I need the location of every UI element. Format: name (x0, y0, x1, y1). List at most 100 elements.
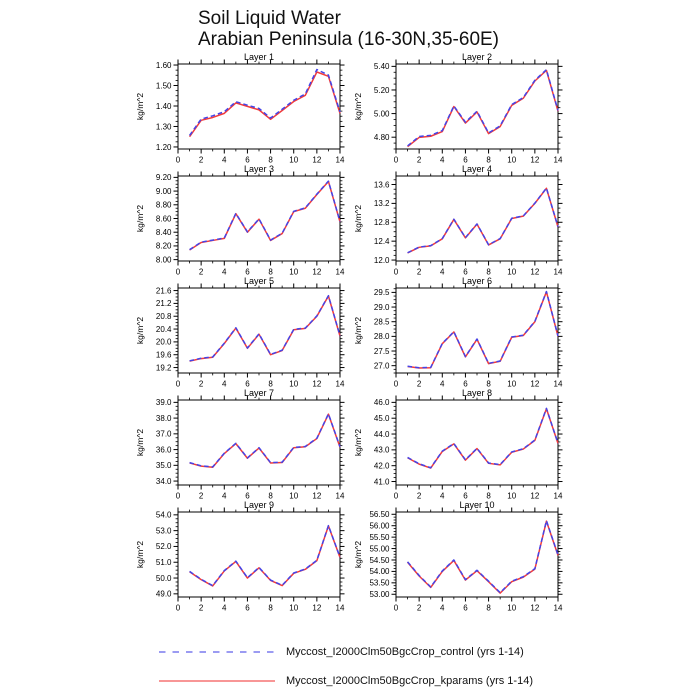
x-tick-label: 4 (440, 604, 445, 613)
y-tick-label: 28.5 (374, 318, 390, 327)
x-tick-label: 2 (417, 492, 422, 501)
panel-layer-2: Layer 2 kg/m^2 4.80 5.00 5.20 5.40 0 2 4 6 8 10 12 14 (353, 52, 563, 165)
panel-title: Layer 7 (244, 388, 274, 398)
panel-title: Layer 1 (244, 52, 274, 62)
x-tick-label: 14 (554, 268, 563, 277)
x-tick-label: 4 (222, 268, 227, 277)
series-line-kparams (189, 413, 341, 468)
x-tick-label: 14 (554, 156, 563, 165)
y-tick-label: 8.20 (156, 242, 172, 251)
y-tick-label: 1.30 (156, 122, 172, 131)
y-tick-label: 9.20 (156, 173, 172, 182)
x-tick-label: 0 (176, 492, 181, 501)
y-tick-label: 9.00 (156, 187, 172, 196)
y-tick-label: 54.00 (369, 567, 390, 576)
x-tick-label: 12 (530, 492, 539, 501)
plot-frame (395, 175, 559, 262)
y-tick-label: 8.60 (156, 214, 172, 223)
y-tick-label: 13.2 (374, 199, 390, 208)
x-tick-label: 8 (268, 492, 273, 501)
series-line-kparams (407, 407, 559, 469)
y-tick-label: 54.0 (156, 511, 172, 520)
y-tick-label: 42.0 (374, 461, 390, 470)
x-tick-label: 12 (312, 380, 321, 389)
y-tick-label: 51.0 (156, 558, 172, 567)
x-tick-label: 6 (245, 380, 250, 389)
x-tick-label: 12 (530, 380, 539, 389)
series-line-control (189, 524, 341, 587)
x-tick-label: 4 (222, 492, 227, 501)
x-tick-label: 10 (289, 268, 298, 277)
x-tick-label: 2 (199, 492, 204, 501)
x-tick-label: 8 (486, 156, 491, 165)
x-tick-label: 10 (507, 492, 516, 501)
series-line-kparams (407, 291, 559, 369)
y-axis-label: kg/m^2 (353, 429, 363, 456)
panel-title: Layer 5 (244, 276, 274, 286)
series-line-kparams (189, 295, 341, 362)
plot-header: Soil Liquid Water Arabian Peninsula (16-… (198, 8, 700, 50)
y-tick-label: 20.4 (156, 325, 172, 334)
series-line-control (407, 407, 559, 469)
y-tick-label: 55.50 (369, 533, 390, 542)
plot-frame (395, 511, 559, 598)
x-tick-label: 2 (417, 268, 422, 277)
x-tick-label: 4 (222, 380, 227, 389)
y-axis-label: kg/m^2 (135, 93, 145, 120)
x-tick-label: 6 (245, 604, 250, 613)
x-tick-label: 6 (245, 268, 250, 277)
x-tick-label: 14 (336, 268, 345, 277)
y-tick-label: 41.0 (374, 477, 390, 486)
y-tick-label: 8.00 (156, 255, 172, 264)
y-tick-label: 5.20 (374, 86, 390, 95)
x-tick-label: 10 (507, 380, 516, 389)
x-tick-label: 10 (507, 156, 516, 165)
y-tick-label: 1.50 (156, 81, 172, 90)
panel-title: Layer 3 (244, 164, 274, 174)
x-tick-label: 4 (440, 380, 445, 389)
x-tick-label: 10 (289, 380, 298, 389)
x-tick-label: 2 (417, 380, 422, 389)
legend-label-control: Myccost_I2000Clm50BgcCrop_control (yrs 1… (286, 646, 524, 658)
x-tick-label: 0 (394, 380, 399, 389)
legend-item-control: Myccost_I2000Clm50BgcCrop_control (yrs 1… (158, 646, 700, 658)
legend-item-kparams: Myccost_I2000Clm50BgcCrop_kparams (yrs 1… (158, 675, 700, 687)
y-tick-label: 35.0 (156, 461, 172, 470)
x-tick-label: 0 (176, 156, 181, 165)
x-tick-label: 0 (394, 268, 399, 277)
y-tick-label: 45.0 (374, 414, 390, 423)
y-tick-label: 53.00 (369, 590, 390, 599)
series-line-control (188, 68, 341, 136)
plot-frame (177, 511, 341, 598)
plot-frame (177, 63, 341, 150)
x-tick-label: 14 (554, 492, 563, 501)
panel-title: Layer 4 (462, 164, 492, 174)
y-axis-label: kg/m^2 (353, 317, 363, 344)
x-tick-label: 10 (507, 604, 516, 613)
x-tick-label: 2 (199, 156, 204, 165)
x-tick-label: 2 (199, 268, 204, 277)
chart-title: Soil Liquid Water (198, 8, 341, 29)
panel-layer-6: Layer 6 kg/m^2 27.0 27.5 28.0 28.5 29.0 29.5 0 2 4… (353, 276, 563, 389)
y-tick-label: 8.40 (156, 228, 172, 237)
solid-line-swatch (159, 680, 275, 682)
panel-title: Layer 8 (462, 388, 492, 398)
y-tick-label: 13.6 (374, 180, 390, 189)
legend: Myccost_I2000Clm50BgcCrop_control (yrs 1… (158, 646, 700, 687)
x-tick-label: 12 (530, 268, 539, 277)
y-tick-label: 21.6 (156, 286, 172, 295)
panel-layer-4: Layer 4 kg/m^2 12.0 12.4 12.8 13.2 13.6 0 2 4 6 8 10… (353, 164, 563, 277)
y-tick-label: 21.2 (156, 299, 172, 308)
panels-grid: Layer 1 kg/m^2 1.20 1.30 1.40 1.50 1.60 0 2 4 6 8 10… (134, 52, 570, 612)
x-tick-label: 8 (268, 380, 273, 389)
x-tick-label: 0 (394, 156, 399, 165)
x-tick-label: 6 (463, 156, 468, 165)
panel-layer-1: Layer 1 kg/m^2 1.20 1.30 1.40 1.50 1.60 0 2 4 6 8 10… (135, 52, 345, 165)
y-tick-label: 36.0 (156, 445, 172, 454)
y-tick-label: 19.6 (156, 351, 172, 360)
plot-frame (395, 399, 559, 486)
x-tick-label: 10 (507, 268, 516, 277)
panel-title: Layer 10 (459, 500, 494, 510)
series-line-control (189, 413, 341, 468)
